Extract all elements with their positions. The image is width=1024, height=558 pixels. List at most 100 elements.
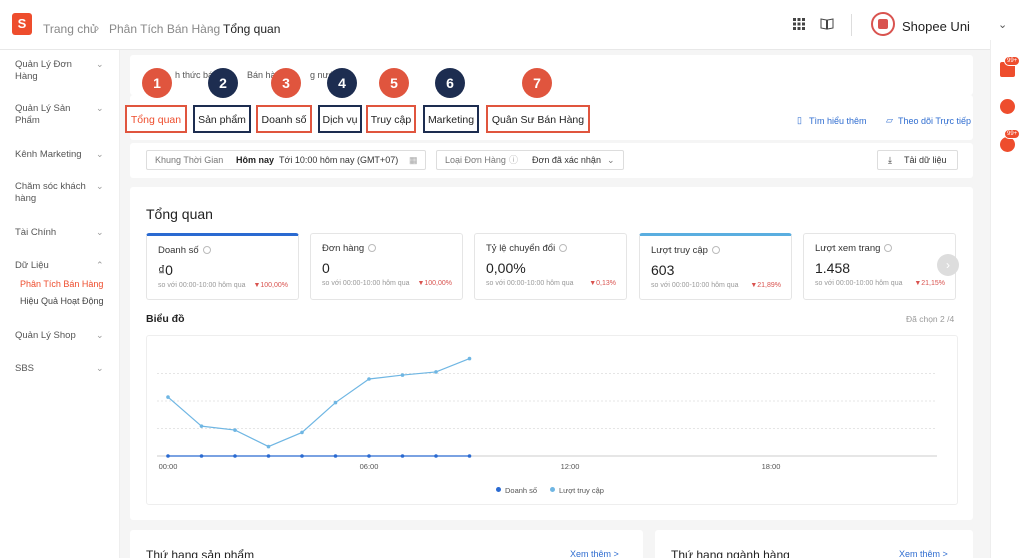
legend-item-visits[interactable]: Lượt truy cập <box>550 486 604 495</box>
data-point[interactable] <box>434 370 438 374</box>
overview-title: Tổng quan <box>146 206 213 222</box>
sidebar-item-data[interactable]: Dữ Liệu <box>15 260 49 271</box>
data-point[interactable] <box>400 454 405 458</box>
tab-traffic[interactable]: Truy cập <box>366 105 416 133</box>
tabs-header-card: h thức bá Bán hà g nướ <box>130 55 973 95</box>
chevron-down-icon[interactable]: ⌄ <box>96 363 104 373</box>
book-icon[interactable] <box>820 17 834 31</box>
info-icon <box>368 244 377 252</box>
legend-item-sales[interactable]: Doanh số <box>496 486 537 495</box>
kpi-label: Tỷ lệ chuyển đổi <box>486 243 568 254</box>
chevron-down-icon[interactable]: ⌄ <box>96 181 104 191</box>
data-point[interactable] <box>233 428 237 432</box>
legend-dot <box>496 487 501 492</box>
chevron-down-icon[interactable]: ⌄ <box>96 330 104 340</box>
kpi-value: 603 <box>651 262 675 278</box>
info-icon <box>202 246 211 254</box>
kpi-change: ▼21,89% <box>750 282 781 289</box>
sidebar-item-shop[interactable]: Quản Lý Shop <box>15 330 76 341</box>
data-point[interactable] <box>367 377 371 381</box>
data-point[interactable] <box>199 454 204 458</box>
user-name[interactable]: Shopee Uni <box>902 19 970 34</box>
data-point[interactable] <box>300 454 304 458</box>
tab-services[interactable]: Dịch vụ <box>318 105 362 133</box>
tab-marketing[interactable]: Marketing <box>423 105 479 133</box>
data-point[interactable] <box>400 373 405 377</box>
data-point[interactable] <box>300 430 304 435</box>
carousel-next-icon[interactable]: › <box>937 254 959 276</box>
chevron-up-icon[interactable]: ⌃ <box>96 260 104 270</box>
download-button[interactable]: ⤓ Tải dữ liệu <box>877 150 958 170</box>
sidebar-item-marketing[interactable]: Kênh Marketing <box>15 149 82 160</box>
divider <box>851 14 852 36</box>
data-point[interactable] <box>266 444 271 449</box>
sidebar-item-customer-care[interactable]: Chăm sóc khách hàng <box>15 181 86 204</box>
tab-sales-advisor[interactable]: Quân Sư Bán Hàng <box>486 105 590 133</box>
see-more-link[interactable]: Xem thêm > <box>570 549 619 558</box>
kpi-value: 0 <box>322 260 330 276</box>
chevron-down-icon[interactable]: ⌄ <box>96 227 104 237</box>
kpi-compare: so với 00:00-10:00 hôm qua <box>815 280 903 287</box>
breadcrumb-separator-icon: › <box>209 20 214 35</box>
see-more-link[interactable]: Xem thêm > <box>899 549 948 558</box>
data-point[interactable] <box>166 395 170 399</box>
tab-products[interactable]: Sản phẩm <box>193 105 251 133</box>
chat-icon[interactable] <box>1000 137 1015 152</box>
chevron-down-icon[interactable]: ⌄ <box>96 59 104 69</box>
apps-grid-icon[interactable] <box>792 17 806 31</box>
order-type-select[interactable]: Loại Đơn Hàng ⓘ Đơn đã xác nhận ⌄ <box>436 150 624 170</box>
avatar[interactable] <box>871 12 895 36</box>
sidebar-item-products[interactable]: Quản Lý Sản Phẩm <box>15 103 71 126</box>
category-ranking-card: Thứ hạng ngành hàng Xem thêm > <box>655 530 973 558</box>
data-point[interactable] <box>467 454 472 458</box>
tab-sales[interactable]: Doanh số <box>256 105 312 133</box>
data-point[interactable] <box>333 400 338 405</box>
kpi-card-sales[interactable]: Doanh số ₫0 so với 00:00-10:00 hôm qua ▼… <box>146 233 299 300</box>
info-icon <box>711 246 720 254</box>
product-ranking-title: Thứ hạng sản phẩm <box>146 548 255 558</box>
data-point[interactable] <box>233 454 237 458</box>
kpi-card-pageviews[interactable]: Lượt xem trang 1.458 so với 00:00-10:00 … <box>803 233 956 300</box>
data-point[interactable] <box>199 424 204 428</box>
breadcrumb-sales-analysis[interactable]: Phân Tích Bán Hàng <box>109 22 221 36</box>
data-point[interactable] <box>166 454 170 458</box>
kpi-card-visits[interactable]: Lượt truy cập 603 so với 00:00-10:00 hôm… <box>639 233 792 300</box>
sidebar-item-finance[interactable]: Tài Chính <box>15 227 57 238</box>
kpi-card-conversion[interactable]: Tỷ lệ chuyển đổi 0,00% so với 00:00-10:0… <box>474 233 627 300</box>
sidebar: Quản Lý Đơn Hàng ⌄ Quản Lý Sản Phẩm ⌄ Kê… <box>0 50 120 558</box>
chevron-down-icon[interactable]: ⌄ <box>96 103 104 113</box>
data-point[interactable] <box>266 454 271 458</box>
info-icon <box>559 244 568 252</box>
time-range-select[interactable]: Khung Thời Gian Hôm nay Tới 10:00 hôm na… <box>146 150 426 170</box>
live-icon[interactable]: ▱ <box>886 115 893 125</box>
kpi-card-orders[interactable]: Đơn hàng 0 so với 00:00-10:00 hôm qua ▼1… <box>310 233 463 300</box>
data-point[interactable] <box>467 356 472 361</box>
sidebar-subitem-performance[interactable]: Hiệu Quả Hoạt Động <box>20 296 104 306</box>
time-range-label: Khung Thời Gian <box>155 155 224 165</box>
breadcrumb-home[interactable]: Trang chủ <box>43 22 97 36</box>
data-point[interactable] <box>367 454 371 458</box>
series-line <box>167 358 470 448</box>
info-icon <box>884 244 893 252</box>
data-point[interactable] <box>434 454 438 458</box>
kpi-change: ▼21,15% <box>914 280 945 287</box>
live-tracking-link[interactable]: Theo dõi Trực tiếp <box>898 116 972 126</box>
kpi-value: 1.458 <box>815 260 851 276</box>
tab-overview[interactable]: Tổng quan <box>125 105 187 133</box>
breadcrumb-separator-icon: › <box>95 20 100 35</box>
help-icon[interactable] <box>1000 99 1015 114</box>
sidebar-item-orders[interactable]: Quản Lý Đơn Hàng <box>15 59 72 82</box>
shopee-logo[interactable]: S <box>12 13 32 35</box>
sidebar-item-sbs[interactable]: SBS <box>15 363 35 374</box>
line-chart: 00:00 06:00 12:00 18:00 <box>157 356 937 471</box>
chevron-down-icon[interactable]: ⌄ <box>998 19 1008 31</box>
top-bar: S Trang chủ › Phân Tích Bán Hàng › Tổng … <box>0 0 1024 50</box>
chevron-down-icon[interactable]: ⌄ <box>96 149 104 159</box>
x-tick-label: 06:00 <box>360 462 379 471</box>
data-point[interactable] <box>333 454 338 458</box>
sidebar-subitem-sales-analysis[interactable]: Phân Tích Bán Hàng <box>20 279 104 289</box>
learn-more-link[interactable]: Tìm hiểu thêm <box>809 116 867 126</box>
time-range-value: Hôm nay <box>236 155 275 165</box>
learn-more-icon[interactable]: ▯ <box>797 115 802 125</box>
